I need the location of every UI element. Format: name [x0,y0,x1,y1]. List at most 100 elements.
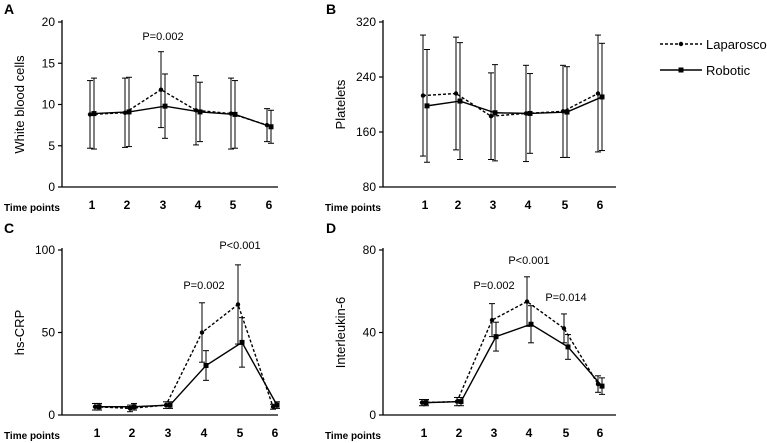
x-tick-label-a: 5 [230,198,237,212]
data-point-robotic-a [232,111,238,117]
data-point-laparoscopic-d [561,326,567,331]
x-tick-label-a: 4 [195,198,202,212]
data-point-laparoscopic-b [488,113,494,119]
y-tick-label-a: 0 [48,180,55,194]
y-tick-label-d: 0 [369,408,376,422]
data-point-robotic-d [599,383,605,389]
x-axis-label-d: Time points [325,431,381,442]
legend: Laparoscopic Robotic [660,37,767,78]
data-point-robotic-c [274,402,280,408]
x-tick-label-b: 4 [525,198,532,212]
x-tick-label-c: 1 [94,426,101,440]
y-axis-label-a: White blood cells [12,55,27,154]
p-value-annotation-d: P=0.014 [545,292,586,304]
panel-a: A 0 5 10 15 20 White blood cells 1 2 3 4 5 6 Time poi… [4,1,278,214]
data-point-robotic-b [599,94,605,100]
series-line-laparoscopic-a [89,88,268,126]
data-point-robotic-b [527,110,533,116]
data-point-robotic-a [162,103,168,109]
x-tick-label-a: 6 [266,198,273,212]
data-point-robotic-a [197,109,203,115]
data-point-laparoscopic-c [235,302,241,307]
p-value-annotation-c: P=0.002 [183,280,224,292]
panel-d: D 0 40 80 Interleukin-6 1 2 3 4 5 6 Time points P=0.… [325,220,616,442]
data-point-laparoscopic-d [419,400,425,405]
y-tick-label-b: 320 [356,15,376,29]
data-point-laparoscopic-d [524,299,530,304]
data-point-robotic-a [268,124,274,130]
data-point-laparoscopic-a [87,112,93,117]
data-point-robotic-a [126,109,132,115]
panel-c: C 0 50 100 hs-CRP 1 2 3 4 5 6 Time points P=0.002 P<0… [4,220,280,442]
x-tick-label-a: 1 [89,198,96,212]
series-line-robotic-a [93,105,272,128]
legend-laparoscopic-label: Laparoscopic [706,37,767,52]
x-tick-label-a: 2 [124,198,131,212]
x-tick-label-d: 3 [491,426,498,440]
legend-laparoscopic-marker [678,41,684,47]
series-line-laparoscopic-b [422,92,599,117]
x-tick-label-d: 4 [526,426,533,440]
data-point-robotic-a [91,111,97,117]
panel-label-b: B [326,1,336,17]
data-point-robotic-b [492,110,498,116]
data-point-laparoscopic-c [199,330,205,335]
y-tick-label-b: 240 [356,70,376,84]
data-point-robotic-c [131,404,137,410]
x-tick-label-b: 3 [490,198,497,212]
data-point-robotic-c [167,402,173,408]
data-point-robotic-c [239,339,245,345]
data-point-laparoscopic-b [453,91,459,96]
y-tick-label-a: 15 [42,56,56,70]
data-point-laparoscopic-c [270,404,276,409]
x-axis-label-a: Time points [4,203,60,214]
x-tick-label-b: 6 [597,198,604,212]
p-value-annotation-c: P<0.001 [219,240,260,252]
p-value-annotation-d: P=0.002 [473,280,514,292]
x-tick-label-c: 4 [201,426,208,440]
series-line-robotic-d [425,323,603,404]
y-tick-label-b: 160 [356,125,376,139]
data-point-robotic-b [457,98,463,104]
panel-label-a: A [4,1,14,17]
y-tick-label-c: 50 [42,326,56,340]
x-tick-label-c: 5 [237,426,244,440]
x-tick-label-b: 2 [455,198,462,212]
series-line-robotic-b [426,96,603,115]
x-tick-label-c: 6 [272,426,279,440]
data-point-robotic-c [96,404,102,410]
data-point-robotic-d [565,344,571,350]
data-point-laparoscopic-a [158,87,164,92]
data-point-robotic-d [423,400,429,406]
data-point-laparoscopic-d [489,317,495,323]
x-tick-label-a: 3 [160,198,167,212]
y-axis-label-b: Platelets [333,79,348,129]
x-tick-label-d: 1 [421,426,428,440]
panel-b: B 80 160 240 320 Platelets 1 2 3 4 5 6 Time points [325,1,616,214]
data-point-robotic-d [493,334,499,340]
x-tick-label-d: 6 [597,426,604,440]
x-tick-label-c: 2 [129,426,136,440]
x-tick-label-d: 2 [456,426,463,440]
x-tick-label-d: 5 [563,426,570,440]
x-tick-label-c: 3 [165,426,172,440]
data-point-robotic-c [203,363,209,368]
y-tick-label-d: 80 [363,243,377,257]
y-tick-label-a: 10 [42,98,56,112]
data-point-laparoscopic-b [420,93,426,98]
p-value-annotation-d: P<0.001 [508,255,549,267]
y-tick-label-c: 0 [48,408,55,422]
y-tick-label-c: 100 [35,243,55,257]
panel-label-d: D [326,220,336,236]
x-tick-label-b: 5 [562,198,569,212]
data-point-robotic-b [564,109,570,115]
data-point-robotic-b [424,103,430,109]
legend-robotic-marker [678,67,684,73]
data-point-laparoscopic-c [92,404,98,409]
x-tick-label-b: 1 [422,198,429,212]
data-point-robotic-d [528,321,534,327]
y-tick-label-a: 5 [48,139,55,153]
y-axis-label-d: Interleukin-6 [333,297,348,369]
